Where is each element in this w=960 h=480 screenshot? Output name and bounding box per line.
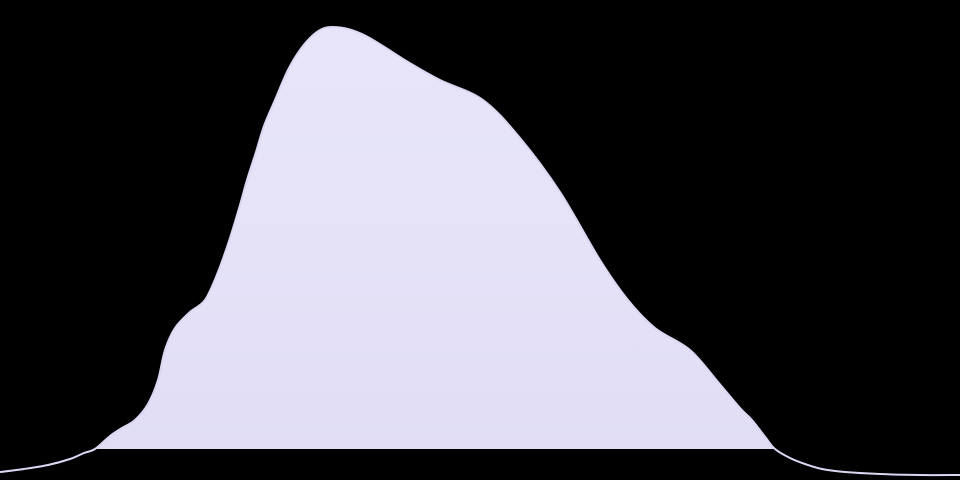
density-area-fill [95,27,775,449]
density-curve-stroke [0,26,960,477]
